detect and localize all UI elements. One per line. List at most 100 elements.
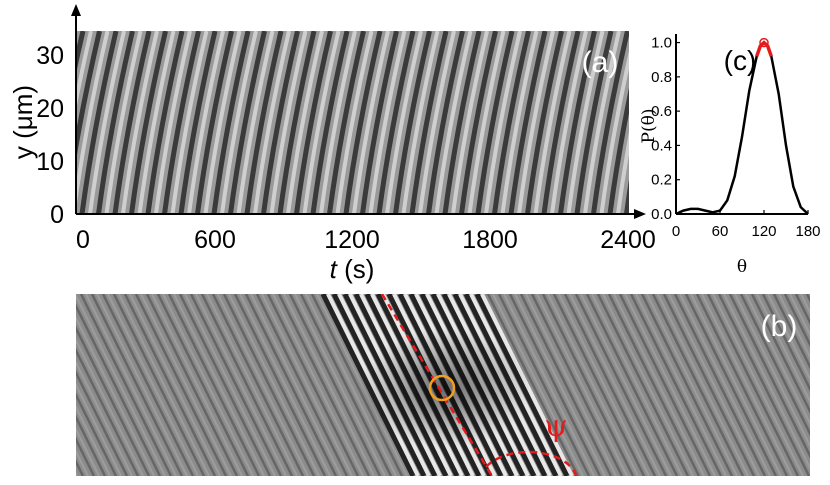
panel-a-stripe-dark [376,31,416,214]
panel-b-stripe-light [580,294,672,476]
panel-b-stripe-dark [266,294,360,476]
panel-a-stripe-light [533,31,572,214]
panel-a-stripe-light [434,31,473,214]
panel-b-stripe-light [558,294,650,476]
panel-a-stripe-dark [607,87,629,214]
panel-a-x-tick: 1200 [324,226,380,254]
panel-b-stripe-dark [76,370,129,476]
panel-b-stripe-dark [541,294,635,476]
panel-b-stripe-light [76,338,144,476]
panel-b-stripe-dark [79,294,173,476]
panel-b-stripe-dark [728,294,810,459]
panel-b-stripe-dark [76,459,85,476]
panel-b-stripes [0,294,830,476]
panel-a-y-tick: 20 [36,95,64,123]
panel-b-stripe-light [261,294,353,476]
panel-b-stripe-light [701,294,793,476]
panel-b-stripe-light [0,294,66,476]
panel-a-stripe-dark [591,31,629,214]
panel-a-stripe-dark [310,31,350,214]
panel-a-stripe-dark [574,31,614,214]
panel-a-stripe-dark [343,31,383,214]
panel-b-stripe-light [536,294,628,476]
panel-a-label: (a) [582,46,619,79]
panel-b-stripe-light [503,294,595,476]
panel-a-stripe-light [385,31,423,214]
panel-b-stripe-dark [552,294,646,476]
panel-a-stripe-light [203,31,242,214]
panel-a-stripe-dark [228,31,267,214]
panel-b-stripe-light [712,294,804,476]
panel-b-stripe-dark [607,294,701,476]
panel-a-x-label: t (s) [330,254,375,284]
panel-a-stripe-light [220,31,258,214]
panel-b-stripe-light [283,294,375,476]
panel-b-stripe-light [602,294,694,476]
panel-a-stripe-dark [162,31,201,214]
panel-b-marker-circle [428,374,456,402]
panel-b-stripe-dark [76,325,151,476]
panel-b-stripe-dark [750,294,810,415]
panel-b-stripe-light [690,294,782,476]
panel-b-stripe-dark [818,294,830,476]
panel-b-stripe-dark [288,294,382,476]
panel-c-y-tick: 1.0 [651,35,672,52]
panel-b-stripe-light [76,427,100,476]
panel-a-stripe-dark [294,31,333,214]
panel-a-x-tick: 2400 [600,226,656,254]
panel-b-stripe-light [525,294,617,476]
panel-b-stripe-dark [706,294,800,476]
panel-b-stripe-light [635,294,727,476]
panel-c-peak-highlight [755,40,773,57]
panel-b-stripe-dark [90,294,184,476]
panel-b-stripe-light [76,294,166,476]
panel-a-x-tick: 0 [76,226,90,254]
panel-a-stripe-light [566,31,605,214]
panel-b-stripe-light [76,471,78,476]
panel-b-stripe-dark [189,294,283,476]
panel-b-stripe-dark [673,294,767,476]
panel-b-stripe-light [569,294,661,476]
panel-a-stripe-light [550,31,588,214]
panel-a-stripe-dark [426,31,465,214]
panel-a-x-label-var: t [330,254,339,284]
panel-b-stripe-dark [563,294,657,476]
panel-b-stripe-light [305,294,397,476]
panel-b-stripe-dark [761,294,810,392]
panel-b-stripe-light [591,294,683,476]
panel-b-stripe-light [162,294,254,476]
panel-b-stripe-dark [76,303,162,476]
panel-b-stripe-light [107,294,199,476]
panel-c-label: (c) [724,45,757,76]
panel-c: 0 60 120 180 0.0 0.2 0.4 0.6 0.8 1.0 (c) P(θ) θ [639,34,821,277]
panel-c-curve [675,40,809,216]
panel-b-stripe-light [767,294,810,382]
panel-b-stripe-dark [486,294,580,476]
panel-b-stripe-dark [145,294,239,476]
panel-a-x-tick: 600 [194,226,236,254]
panel-b-stripe-light [250,294,342,476]
panel-c-x-tick: 180 [795,223,820,240]
panel-a-stripe-light [401,31,440,214]
panel-a-stripes [76,31,629,214]
panel-b-stripe-dark [596,294,690,476]
panel-c-y-tick: 0.2 [651,172,672,189]
panel-b-stripe-light [734,294,810,448]
panel-b-stripe-light [85,294,177,476]
panel-a-x-tick: 1800 [462,226,518,254]
panel-b-stripe-light [76,360,133,476]
panel-b-stripe-light [823,294,830,476]
panel-a-stripe-light [76,31,93,111]
panel-b-stripe-dark [519,294,613,476]
panel-a-stripe-dark [244,31,284,214]
panel-a-stripe-dark [79,31,119,214]
panel-b-stripe-light [547,294,639,476]
panel-b-stripe-light [789,294,810,337]
panel-a-stripe-dark [508,31,548,214]
panel-a-stripe-light [121,31,159,214]
panel-a-stripe-light [352,31,390,214]
panel-b-stripe-light [778,294,810,359]
panel-b-stripe-dark [640,294,734,476]
panel-c-y-tick: 0.4 [651,137,672,154]
panel-b-stripe-dark [717,294,810,476]
